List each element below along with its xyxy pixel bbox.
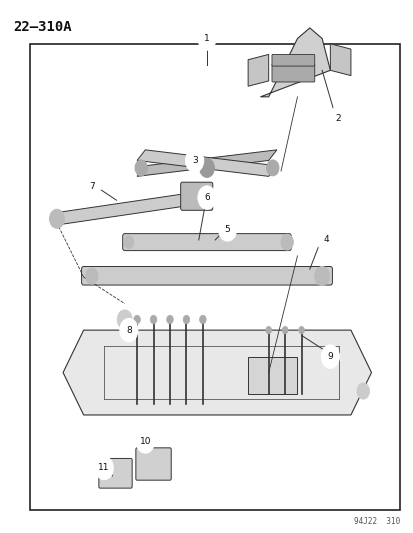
Text: 6: 6 <box>204 193 209 202</box>
Circle shape <box>185 149 203 172</box>
Circle shape <box>166 316 173 324</box>
Text: 8: 8 <box>126 326 131 335</box>
Text: 5: 5 <box>224 225 230 234</box>
Circle shape <box>117 310 132 329</box>
Circle shape <box>183 316 189 324</box>
Circle shape <box>83 175 101 199</box>
Circle shape <box>199 316 206 324</box>
Polygon shape <box>51 192 206 224</box>
FancyBboxPatch shape <box>122 233 291 251</box>
Text: 1: 1 <box>204 34 209 43</box>
Text: 10: 10 <box>139 437 151 446</box>
Circle shape <box>50 209 64 228</box>
Circle shape <box>150 316 157 324</box>
FancyBboxPatch shape <box>271 54 314 66</box>
Circle shape <box>199 158 214 177</box>
FancyBboxPatch shape <box>247 357 297 394</box>
Circle shape <box>95 456 113 480</box>
Circle shape <box>282 326 287 334</box>
Circle shape <box>197 186 216 209</box>
Text: 94J22  310: 94J22 310 <box>353 518 399 526</box>
Circle shape <box>298 326 304 334</box>
FancyBboxPatch shape <box>180 182 212 211</box>
Text: 11: 11 <box>98 464 110 472</box>
FancyBboxPatch shape <box>99 458 132 488</box>
Circle shape <box>265 326 271 334</box>
Text: 3: 3 <box>191 156 197 165</box>
Text: 22–310A: 22–310A <box>14 20 72 34</box>
FancyBboxPatch shape <box>81 266 332 285</box>
Circle shape <box>314 266 329 286</box>
Circle shape <box>85 268 98 284</box>
Circle shape <box>266 160 278 176</box>
Circle shape <box>133 316 140 324</box>
Text: 7: 7 <box>89 182 95 191</box>
Text: 9: 9 <box>327 352 332 361</box>
Circle shape <box>119 318 138 342</box>
Text: 4: 4 <box>323 236 328 245</box>
Polygon shape <box>260 28 330 97</box>
Circle shape <box>123 236 133 248</box>
Circle shape <box>218 217 236 241</box>
FancyBboxPatch shape <box>271 64 314 82</box>
Polygon shape <box>63 330 370 415</box>
Circle shape <box>135 160 147 176</box>
Circle shape <box>280 234 293 250</box>
Circle shape <box>136 430 154 453</box>
Circle shape <box>320 345 339 368</box>
FancyBboxPatch shape <box>135 448 171 480</box>
Text: 2: 2 <box>335 114 341 123</box>
FancyBboxPatch shape <box>30 44 399 511</box>
Polygon shape <box>137 150 276 176</box>
Polygon shape <box>330 44 350 76</box>
Circle shape <box>356 383 368 399</box>
Polygon shape <box>137 150 276 176</box>
Circle shape <box>316 228 335 252</box>
Circle shape <box>329 107 347 130</box>
Circle shape <box>197 27 216 50</box>
Polygon shape <box>247 54 268 86</box>
